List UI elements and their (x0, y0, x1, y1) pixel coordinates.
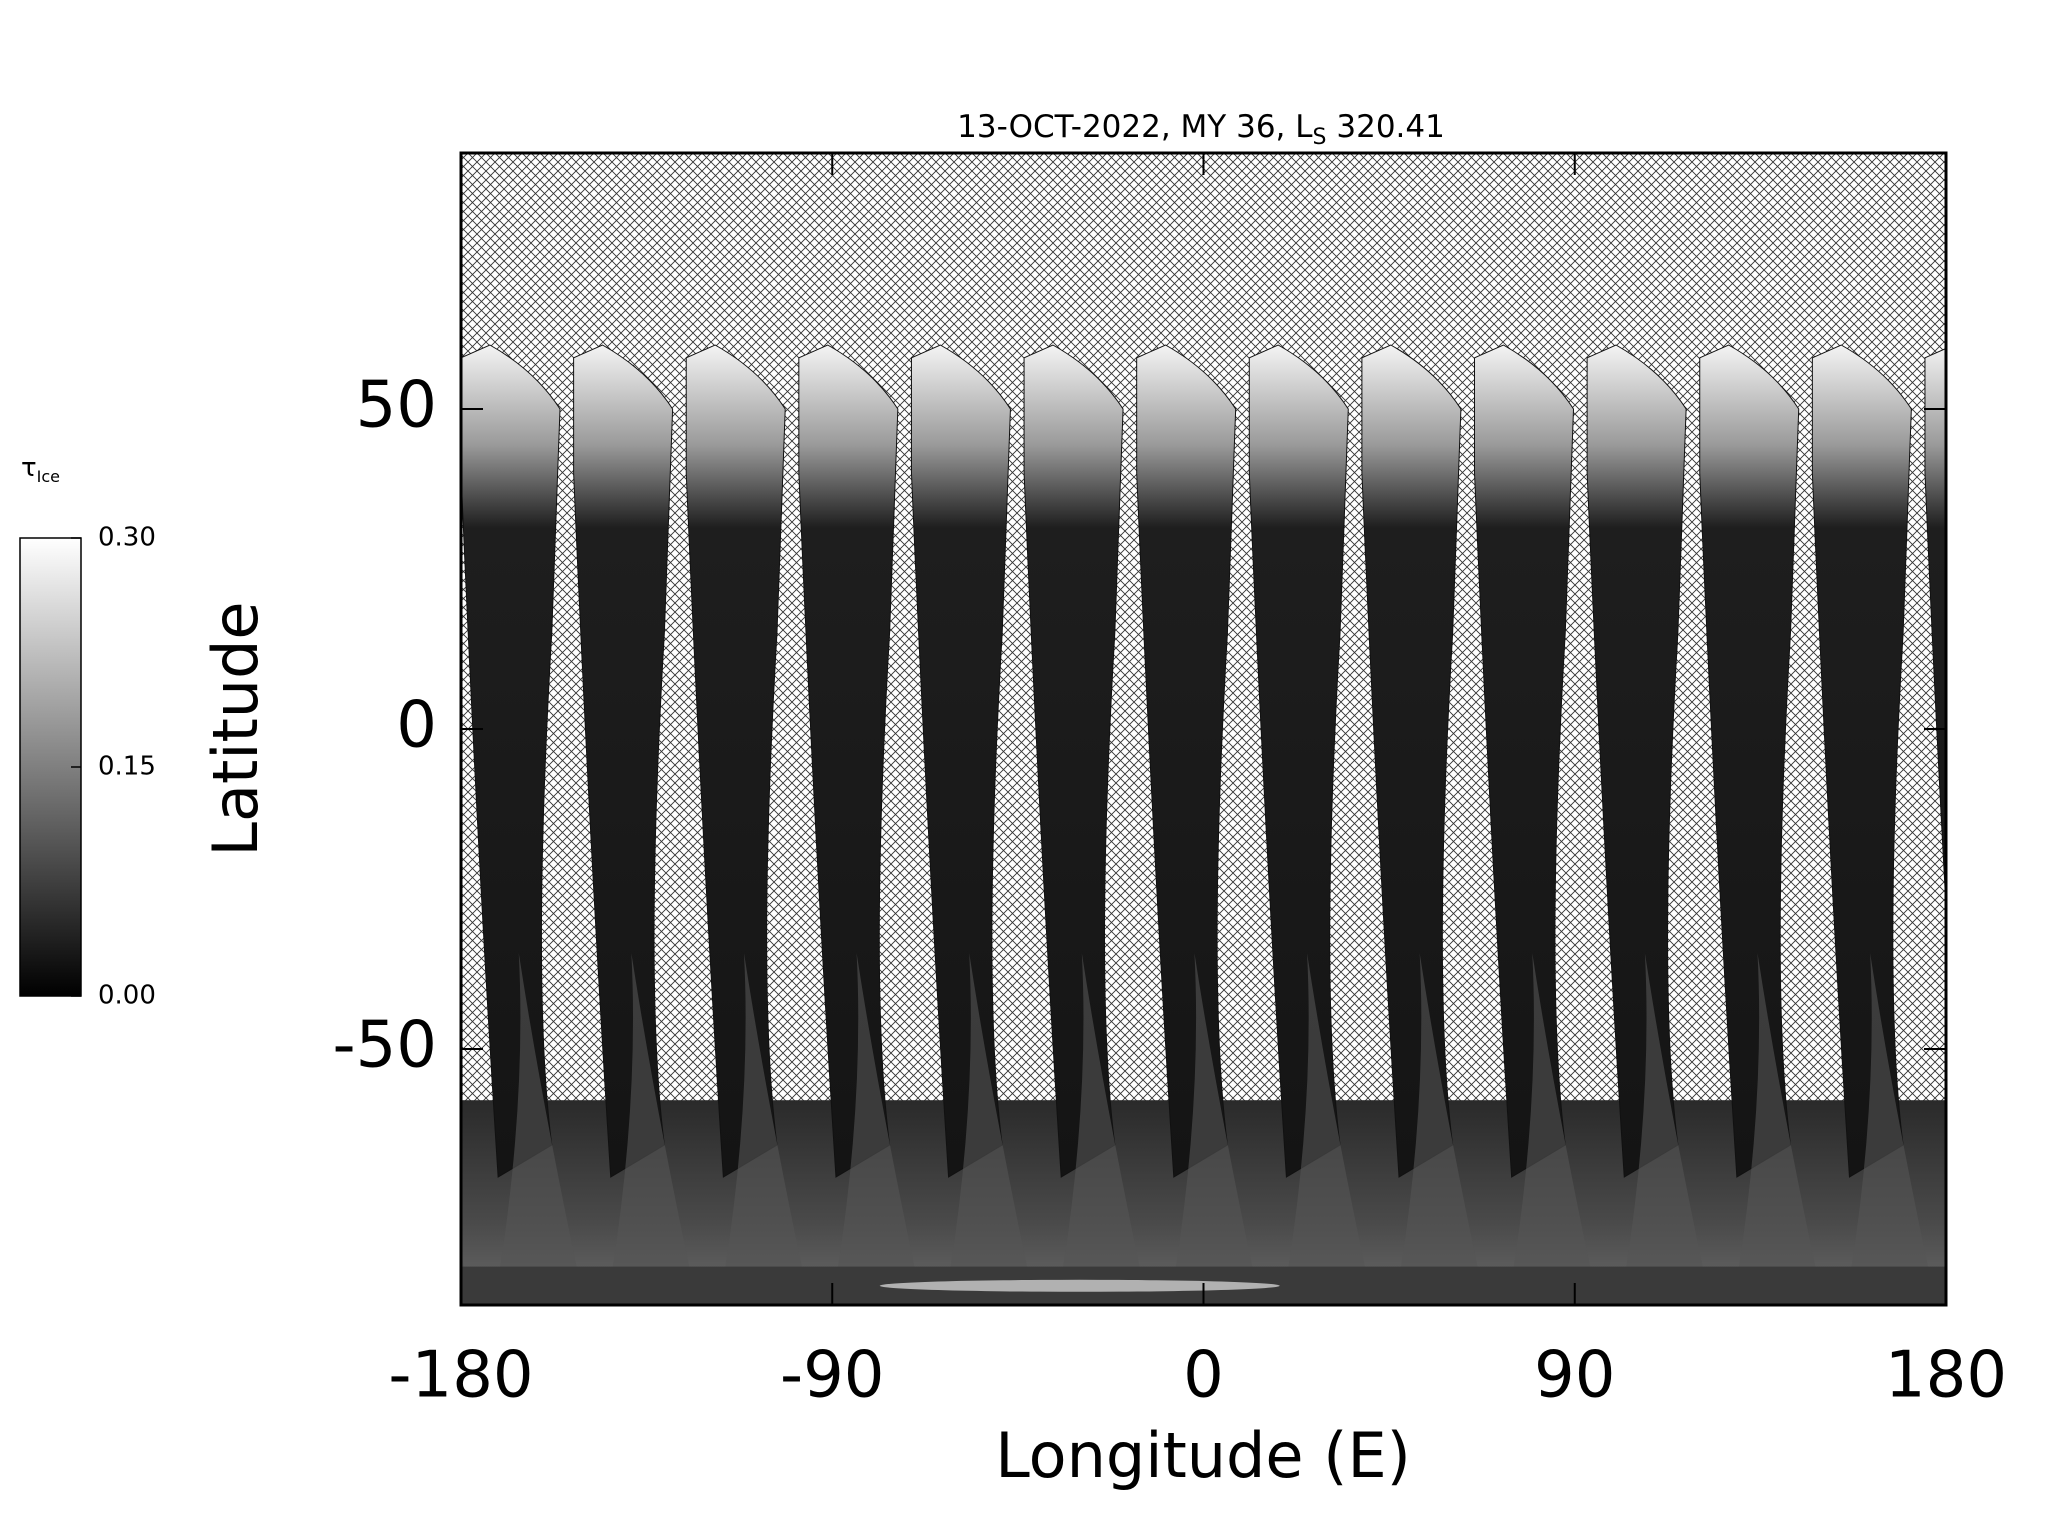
swath-south (831, 953, 923, 1305)
swath-south (1394, 953, 1486, 1305)
title-symbol: L (1295, 109, 1313, 145)
y-tick-label: 50 (356, 369, 437, 443)
swath-south (461, 1252, 473, 1305)
swath (1361, 344, 1462, 1178)
colorbar-label: τIce (21, 453, 60, 486)
swath-south (606, 953, 698, 1305)
swath (910, 344, 1011, 1178)
swath (1924, 347, 1946, 916)
swath-south (1169, 953, 1261, 1305)
x-tick-label: -180 (388, 1339, 533, 1413)
swath-south (1057, 953, 1148, 1305)
x-tick-label: 180 (1885, 1339, 2007, 1413)
swath-south (1282, 953, 1374, 1305)
swath (798, 344, 899, 1178)
south-pole-bright (879, 1279, 1280, 1292)
x-axis-label: Longitude (E) (995, 1419, 1411, 1492)
title-subscript: S (1313, 125, 1327, 150)
x-tick-label: 0 (1183, 1339, 1224, 1413)
colorbar-tick-label: 0.00 (98, 981, 156, 1011)
swath-south (1507, 953, 1599, 1305)
swath-south (1620, 953, 1711, 1305)
swath (1699, 344, 1800, 1178)
y-tick-label: 0 (396, 689, 437, 763)
colorbar (19, 537, 82, 997)
swath (573, 344, 674, 1178)
x-tick-label: -90 (780, 1339, 885, 1413)
y-axis-label: Latitude (199, 601, 272, 856)
swath-south (1732, 953, 1824, 1305)
swath-south (1845, 953, 1937, 1305)
swath-south (719, 953, 810, 1305)
title-main: 13-OCT-2022, MY 36, (957, 109, 1285, 145)
swath-south (1958, 953, 2048, 1305)
map-image (461, 153, 2048, 1305)
colorbar-tick-label: 0.15 (98, 752, 156, 782)
colorbar-tick-label: 0.30 (98, 523, 156, 553)
x-tick-label: 90 (1534, 1339, 1615, 1413)
swath (1586, 344, 1687, 1178)
colorbar-symbol: τ (21, 453, 37, 483)
y-tick-label: -50 (332, 1009, 437, 1083)
swath-south (494, 953, 585, 1305)
swath (1023, 344, 1124, 1178)
swath (1474, 344, 1575, 1178)
swath (1811, 344, 1912, 1178)
chart-title: 13-OCT-2022, MY 36, LS 320.41 (957, 109, 1445, 151)
swath (1248, 344, 1349, 1178)
title-value: 320.41 (1336, 109, 1444, 145)
swath (1136, 344, 1237, 1178)
swath (461, 344, 561, 1178)
swath (685, 344, 786, 1178)
swath-south (944, 953, 1036, 1305)
colorbar-subscript: Ice (37, 467, 60, 486)
